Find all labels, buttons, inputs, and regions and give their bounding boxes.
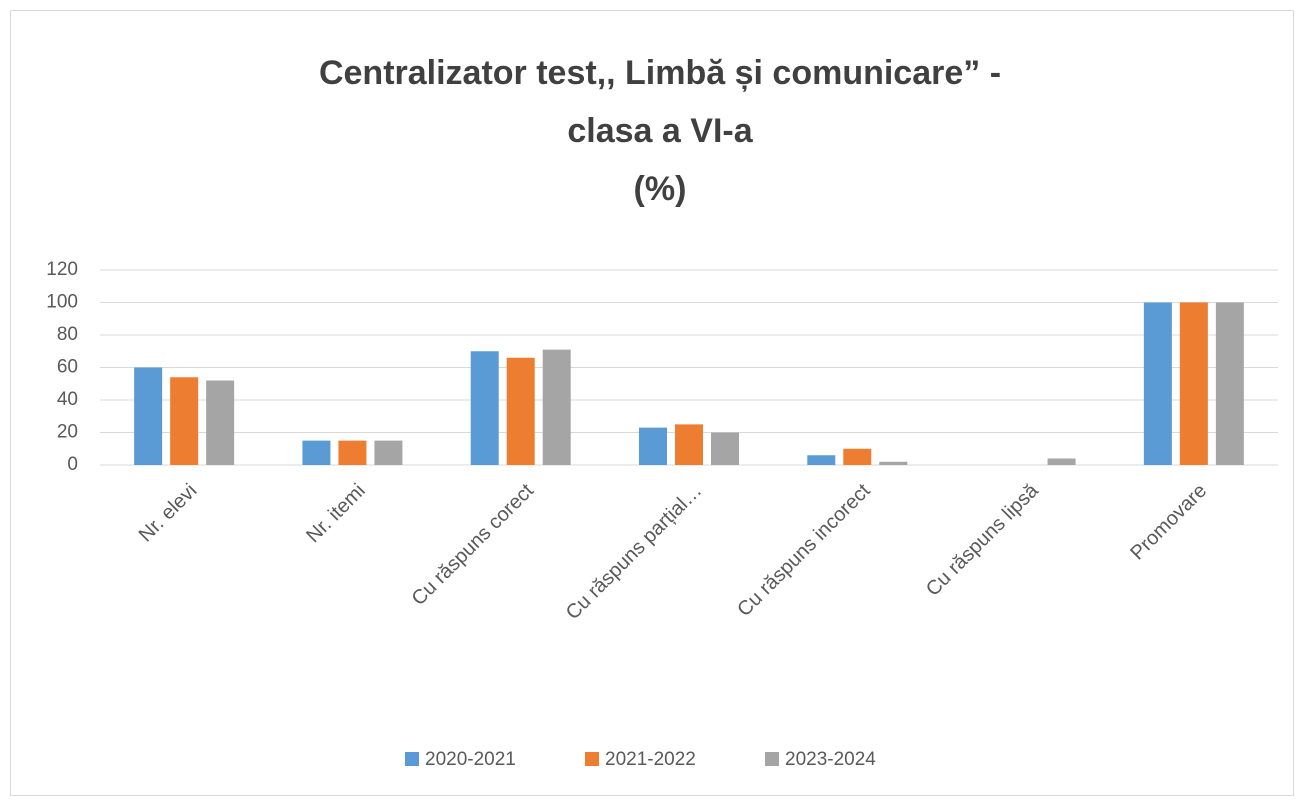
- bar: [542, 349, 571, 465]
- bar: [338, 440, 367, 465]
- bar: [1143, 302, 1172, 465]
- legend-label: 2020-2021: [425, 749, 516, 770]
- bar: [1179, 302, 1208, 465]
- bar: [879, 461, 908, 465]
- bar: [639, 427, 667, 465]
- chart-title: Centralizator test,, Limbă și comunicare…: [319, 54, 1001, 92]
- bar: [1215, 302, 1244, 465]
- y-tick-label: 80: [57, 324, 78, 345]
- legend-swatch: [405, 752, 419, 766]
- chart-title: (%): [634, 170, 687, 208]
- legend-label: 2023-2024: [785, 749, 876, 770]
- y-tick-label: 100: [46, 292, 78, 313]
- bar: [807, 455, 836, 465]
- bar: [1047, 458, 1076, 465]
- bar: [170, 377, 199, 465]
- bar: [374, 440, 403, 465]
- bar: [470, 351, 499, 465]
- bar: [843, 448, 872, 465]
- legend-swatch: [765, 752, 779, 766]
- bar: [134, 367, 163, 465]
- bar: [206, 380, 235, 465]
- bar: [506, 357, 535, 465]
- bar: [302, 440, 331, 465]
- y-tick-label: 60: [57, 357, 78, 378]
- legend-swatch: [585, 752, 599, 766]
- legend-label: 2021-2022: [605, 749, 696, 770]
- bar: [675, 424, 703, 465]
- chart-title: clasa a VI-a: [567, 112, 753, 150]
- y-tick-label: 20: [57, 422, 78, 443]
- bar: [711, 432, 739, 465]
- y-tick-label: 40: [57, 389, 78, 410]
- y-tick-label: 0: [67, 454, 78, 475]
- y-tick-label: 120: [46, 259, 78, 280]
